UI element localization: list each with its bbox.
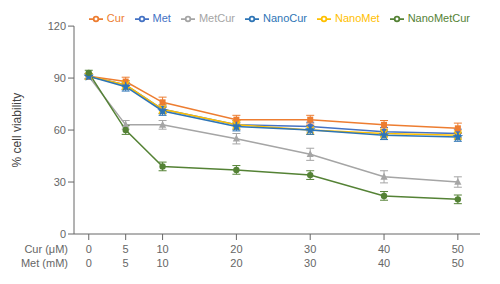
svg-text:5: 5: [123, 243, 129, 255]
svg-text:0: 0: [60, 228, 66, 240]
html-text:Cur: Cur: [106, 12, 125, 24]
svg-text:0: 0: [86, 257, 92, 269]
html-text:NanoCur: NanoCur: [263, 12, 307, 24]
svg-text:0: 0: [86, 243, 92, 255]
svg-text:50: 50: [452, 257, 464, 269]
svg-text:30: 30: [304, 243, 316, 255]
svg-text:90: 90: [54, 72, 66, 84]
svg-text:20: 20: [230, 257, 242, 269]
html-text:NanoMetCur: NanoMetCur: [407, 12, 470, 24]
svg-text:40: 40: [378, 257, 390, 269]
svg-text:10: 10: [156, 243, 168, 255]
html-text:MetCur: MetCur: [198, 12, 235, 24]
svg-text:Cur (μM): Cur (μM): [24, 243, 68, 255]
svg-text:% cell viability: % cell viability: [10, 93, 24, 168]
svg-text:Met (mM): Met (mM): [21, 257, 68, 269]
html-text:Met: Met: [152, 12, 171, 24]
html-text:NanoMet: NanoMet: [335, 12, 380, 24]
svg-text:10: 10: [156, 257, 168, 269]
svg-text:40: 40: [378, 243, 390, 255]
svg-text:30: 30: [54, 176, 66, 188]
svg-text:30: 30: [304, 257, 316, 269]
svg-text:120: 120: [48, 20, 66, 32]
svg-text:50: 50: [452, 243, 464, 255]
svg-text:20: 20: [230, 243, 242, 255]
svg-text:60: 60: [54, 124, 66, 136]
svg-text:5: 5: [123, 257, 129, 269]
